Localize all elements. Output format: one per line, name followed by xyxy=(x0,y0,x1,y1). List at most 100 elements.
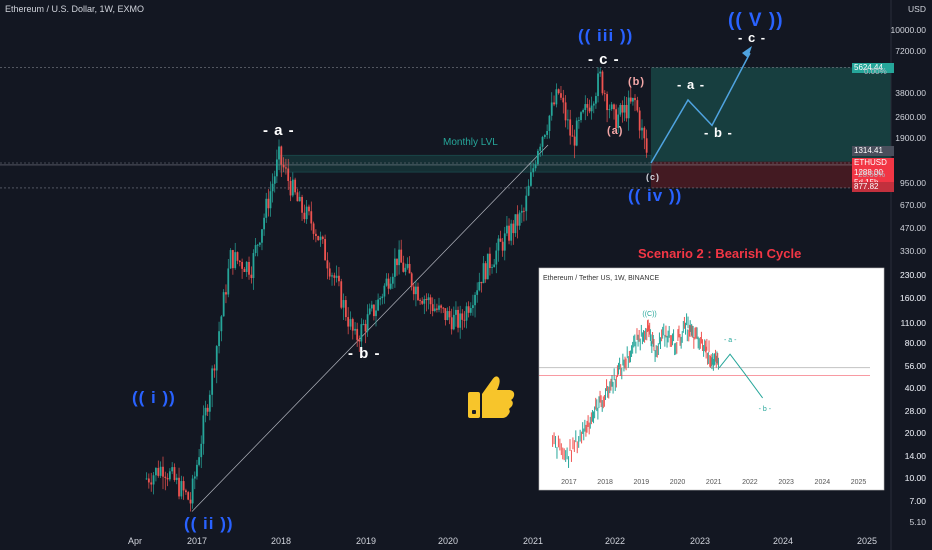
y-tick-6: 950.00 xyxy=(900,177,926,188)
candle-body-219 xyxy=(627,97,630,119)
candle-body-149 xyxy=(474,294,476,306)
inset-x-tick-7: 2024 xyxy=(814,479,831,486)
candle-body-118 xyxy=(408,263,411,274)
inset-x-tick-2: 2019 xyxy=(633,479,650,486)
candle-body-46 xyxy=(250,274,253,279)
candle-body-40 xyxy=(236,252,239,261)
candle-body-143 xyxy=(461,313,464,320)
candle-body-24 xyxy=(200,443,203,458)
candle-body-102 xyxy=(375,310,377,317)
candle-body-112 xyxy=(396,258,398,266)
inset-y-tick-1: 160.00 xyxy=(900,293,926,304)
candle-body-84 xyxy=(335,275,338,278)
candle-body-179 xyxy=(539,146,542,151)
candle-body-194 xyxy=(573,136,576,146)
candle-body-163 xyxy=(503,233,506,251)
chart-title: Ethereum / U.S. Dollar, 1W, EXMO xyxy=(5,4,145,14)
candle-body-13 xyxy=(175,477,178,480)
candle-body-71 xyxy=(305,206,308,220)
candle-body-98 xyxy=(366,314,369,332)
inset-y-tick-9: 10.00 xyxy=(904,473,926,484)
candle-body-108 xyxy=(387,278,390,289)
candle-body-134 xyxy=(442,307,445,309)
projection-path xyxy=(650,52,751,164)
candle-body-123 xyxy=(419,300,421,301)
candle-body-47 xyxy=(252,253,255,279)
monthly-level-label: Monthly LVL xyxy=(443,137,498,148)
candle-body-101 xyxy=(373,304,375,317)
candle-body-172 xyxy=(523,210,525,212)
candle-body-191 xyxy=(566,119,569,121)
candle-body-121 xyxy=(415,286,417,295)
candle-body-18 xyxy=(187,492,190,500)
candle-body-106 xyxy=(383,285,386,297)
candle-body-37 xyxy=(229,250,232,269)
candle-body-7 xyxy=(162,466,164,477)
candle-body-223 xyxy=(636,100,639,111)
candle-body-151 xyxy=(478,281,481,291)
candle-body-127 xyxy=(427,297,430,301)
candle-body-19 xyxy=(189,499,192,504)
y-tick-4: 1900.00 xyxy=(895,132,926,143)
candle-body-38 xyxy=(231,250,234,269)
candle-body-75 xyxy=(314,233,317,237)
candle-body-44 xyxy=(245,261,248,273)
candle-body-206 xyxy=(599,71,602,74)
candle-body-26 xyxy=(204,407,207,416)
candle-body-31 xyxy=(215,346,218,371)
candle-body-174 xyxy=(527,185,530,196)
sub-a-label: (a) xyxy=(607,125,624,137)
price-tag-top: 5624.44 xyxy=(852,63,894,73)
candle-body-135 xyxy=(444,308,447,321)
candle-body-21 xyxy=(193,476,196,479)
candle-body-92 xyxy=(354,328,356,331)
inset-x-tick-5: 2022 xyxy=(742,479,758,486)
y-tick-10: 230.00 xyxy=(900,269,926,280)
candle-body-60 xyxy=(280,146,283,165)
y-tick-7: 670.00 xyxy=(900,200,926,211)
candle-body-187 xyxy=(557,89,560,94)
candle-body-221 xyxy=(632,97,634,102)
x-tick-2024: 2024 xyxy=(773,536,794,546)
candle-body-214 xyxy=(617,114,620,128)
candle-body-130 xyxy=(433,308,436,312)
candle-body-65 xyxy=(291,179,294,196)
candle-body-198 xyxy=(582,109,585,113)
candle-body-192 xyxy=(569,119,572,136)
candle-body-57 xyxy=(273,176,276,184)
candle-body-64 xyxy=(289,180,292,196)
candle-body-77 xyxy=(319,236,322,241)
candle-body-55 xyxy=(269,191,272,209)
candle-body-110 xyxy=(391,276,394,284)
candle-body-139 xyxy=(452,314,455,330)
currency-label: USD xyxy=(908,4,926,14)
thumbs-up-icon xyxy=(468,376,515,418)
candle-body-34 xyxy=(222,292,225,317)
candle-body-169 xyxy=(516,214,519,226)
candle-body-222 xyxy=(634,97,636,101)
candle-body-220 xyxy=(629,97,632,102)
candle-body-15 xyxy=(180,481,183,497)
candle-body-203 xyxy=(592,103,595,106)
price-tag-last: 1288.00 xyxy=(852,168,894,178)
candle-body-86 xyxy=(340,281,343,308)
x-tick-2025: 2025 xyxy=(857,536,878,546)
candle-body-190 xyxy=(564,102,567,121)
candle-body-117 xyxy=(406,263,409,268)
sub-c-label: (c) xyxy=(646,172,660,182)
stop-zone xyxy=(651,161,891,188)
candle-body-164 xyxy=(506,225,508,234)
candle-body-72 xyxy=(308,206,310,212)
candle-body-61 xyxy=(282,164,285,168)
candle-body-119 xyxy=(410,273,413,287)
candle-body-148 xyxy=(472,305,474,309)
fib-retrace-label: 23.60% xyxy=(858,170,886,179)
candle-body-63 xyxy=(287,168,290,181)
candle-body-180 xyxy=(541,137,544,147)
candle-body-152 xyxy=(480,281,483,284)
y-tick-2: 3800.00 xyxy=(895,87,926,98)
candle-body-36 xyxy=(227,268,230,295)
candle-body-156 xyxy=(489,253,491,268)
